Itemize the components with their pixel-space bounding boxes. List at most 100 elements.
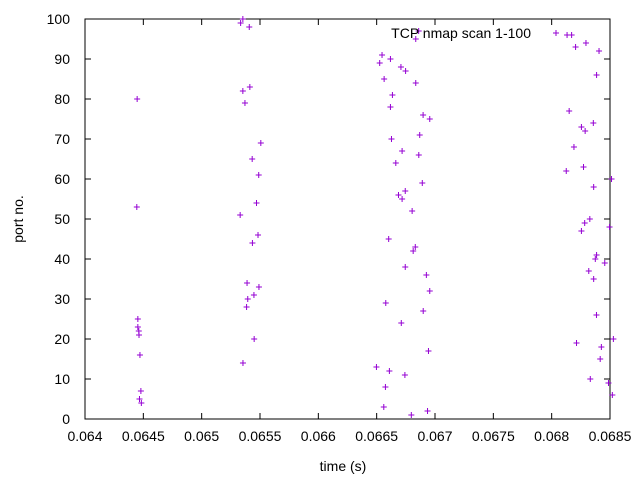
x-tick-label: 0.064 (67, 428, 102, 444)
data-point (587, 376, 594, 382)
x-tick-label: 0.0665 (355, 428, 398, 444)
data-point (134, 316, 141, 322)
y-tick-label: 50 (54, 211, 70, 227)
data-point (609, 392, 616, 398)
x-tick-label: 0.0685 (589, 428, 632, 444)
data-point (249, 240, 256, 246)
data-point (412, 36, 419, 42)
data-point (381, 76, 388, 82)
data-point (379, 52, 386, 58)
data-point (237, 212, 244, 218)
data-point (136, 352, 143, 358)
y-tick-label: 80 (54, 91, 70, 107)
data-point (610, 336, 617, 342)
x-tick-label: 0.066 (301, 428, 336, 444)
data-point (136, 332, 143, 338)
data-point (239, 88, 246, 94)
data-point (376, 60, 383, 66)
data-point (570, 144, 577, 150)
data-point (426, 288, 433, 294)
data-point (251, 336, 258, 342)
data-point (410, 248, 417, 254)
x-tick-label: 0.0645 (122, 428, 165, 444)
y-tick-label: 30 (54, 291, 70, 307)
data-point (402, 68, 409, 74)
data-point (606, 224, 613, 230)
data-point (138, 400, 145, 406)
data-point (241, 100, 248, 106)
data-point (582, 40, 589, 46)
data-point (134, 324, 141, 330)
data-point (581, 220, 588, 226)
data-point (387, 104, 394, 110)
x-axis-title: time (s) (320, 458, 367, 474)
data-points (133, 16, 617, 418)
data-point (598, 344, 605, 350)
data-point (253, 200, 260, 206)
data-point (244, 280, 251, 286)
x-tick-label: 0.0655 (239, 428, 282, 444)
data-point (380, 404, 387, 410)
data-point (423, 272, 430, 278)
data-point (382, 384, 389, 390)
data-point (402, 188, 409, 194)
legend-marker (553, 30, 559, 36)
x-tick-label: 0.068 (534, 428, 569, 444)
data-point (382, 300, 389, 306)
legend-label: TCP nmap scan 1-100 (391, 25, 531, 41)
data-point (257, 140, 264, 146)
y-tick-label: 20 (54, 331, 70, 347)
data-point (386, 368, 393, 374)
data-point (398, 320, 405, 326)
data-point (597, 356, 604, 362)
data-point (134, 96, 141, 102)
data-point (389, 92, 396, 98)
axis-tick-labels: 0.064 0.0645 0.065 0.0655 0.066 0.0665 0.067 0.… (47, 11, 632, 444)
x-tick-label: 0.0675 (472, 428, 515, 444)
data-point (136, 396, 143, 402)
data-point (239, 360, 246, 366)
data-point (590, 276, 597, 282)
data-point (373, 364, 380, 370)
x-tick-label: 0.065 (184, 428, 219, 444)
data-point (133, 204, 140, 210)
data-point (412, 244, 419, 250)
data-point (415, 28, 422, 34)
y-tick-label: 60 (54, 171, 70, 187)
data-point (415, 152, 422, 158)
data-point (401, 372, 408, 378)
data-point (243, 304, 250, 310)
legend: TCP nmap scan 1-100 (391, 25, 559, 41)
y-axis-title: port no. (10, 195, 26, 242)
y-tick-label: 90 (54, 51, 70, 67)
data-point (402, 264, 409, 270)
data-point (250, 292, 257, 298)
data-point (409, 208, 416, 214)
data-point (582, 128, 589, 134)
data-point (590, 120, 597, 126)
data-point (397, 64, 404, 70)
data-point (578, 124, 585, 130)
axis-ticks (84, 18, 611, 420)
data-point (420, 308, 427, 314)
data-point (399, 196, 406, 202)
data-point (601, 260, 608, 266)
data-point (424, 408, 431, 414)
data-point (385, 236, 392, 242)
data-point (596, 48, 603, 54)
data-point (237, 20, 244, 26)
data-point (563, 168, 570, 174)
data-point (249, 156, 256, 162)
data-point (419, 180, 426, 186)
data-point (246, 24, 253, 30)
data-point (255, 172, 262, 178)
data-point (578, 228, 585, 234)
data-point (585, 268, 592, 274)
data-point (593, 72, 600, 78)
data-point (399, 148, 406, 154)
data-point (388, 136, 395, 142)
data-point (608, 176, 615, 182)
data-point (568, 32, 575, 38)
data-point (255, 284, 262, 290)
